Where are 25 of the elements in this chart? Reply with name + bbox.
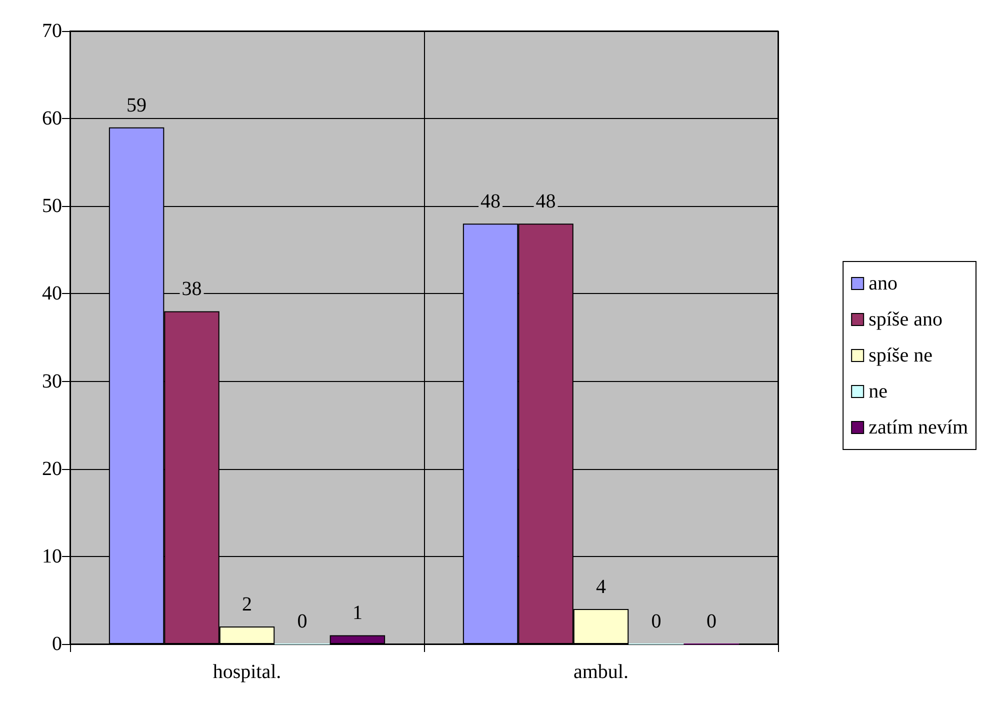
data-label: 0 <box>297 610 308 632</box>
data-label: 1 <box>352 602 362 624</box>
data-label: 4 <box>596 576 606 598</box>
y-tick-label: 20 <box>42 458 62 480</box>
data-label: 38 <box>182 278 202 300</box>
y-tick-label: 60 <box>42 108 62 130</box>
data-label: 48 <box>536 190 556 213</box>
data-label: 2 <box>242 593 252 616</box>
data-label: 59 <box>126 94 147 116</box>
y-tick-label: 0 <box>52 633 62 655</box>
legend-label: ne <box>868 380 888 402</box>
legend-label: spíše ano <box>868 308 942 330</box>
legend-label: spíše ne <box>868 344 933 366</box>
data-label: 48 <box>480 190 501 213</box>
legend-label: ano <box>868 272 898 294</box>
data-label: 0 <box>651 610 662 632</box>
y-tick-label: 70 <box>42 20 62 42</box>
x-tick-label: hospital. <box>212 661 282 683</box>
y-tick-label: 30 <box>42 370 62 392</box>
legend-label: zatím nevím <box>868 416 968 438</box>
y-tick-label: 40 <box>42 282 62 305</box>
x-tick-label: ambul. <box>574 661 628 683</box>
y-tick-label: 10 <box>42 545 62 568</box>
y-tick-label: 50 <box>42 195 62 218</box>
data-label: 0 <box>706 610 716 632</box>
